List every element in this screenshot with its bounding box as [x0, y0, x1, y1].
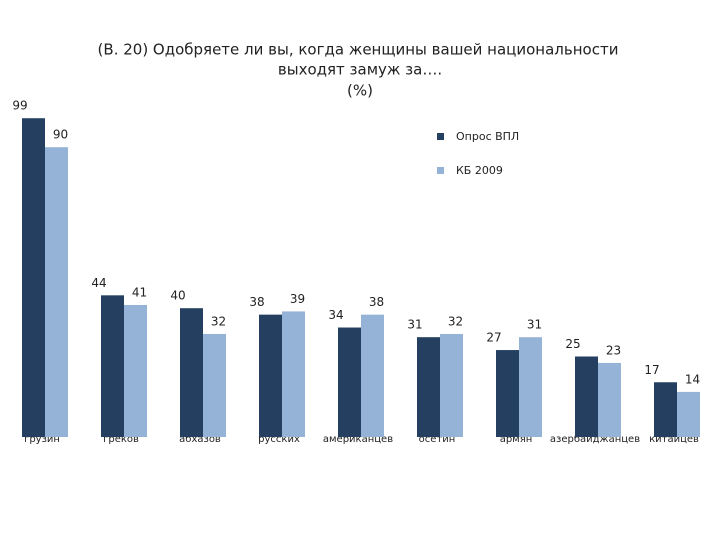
bar: [282, 311, 305, 437]
x-tick-label: азербайджанцев: [550, 434, 640, 445]
value-label: 34: [328, 308, 343, 322]
bar: [598, 362, 621, 437]
x-tick-label: русских: [258, 434, 300, 445]
value-label: 32: [448, 314, 463, 328]
bar: [124, 304, 147, 437]
bar: [417, 337, 440, 437]
value-label: 40: [170, 289, 185, 303]
bar: [519, 337, 542, 437]
value-label: 14: [685, 372, 700, 386]
bar: [575, 356, 598, 437]
bar: [496, 350, 519, 437]
value-label: 27: [486, 331, 501, 345]
legend-label: Опрос ВПЛ: [456, 130, 519, 143]
x-tick-label: китайцев: [649, 434, 699, 445]
value-label: 41: [132, 285, 147, 299]
bar: [654, 382, 677, 437]
value-label: 25: [565, 337, 580, 351]
bar: [22, 118, 45, 437]
value-label: 31: [527, 318, 542, 332]
x-tick-label: абхазов: [179, 434, 221, 445]
value-label: 39: [290, 292, 305, 306]
value-label: 90: [53, 128, 68, 142]
x-tick-label: американцев: [323, 434, 393, 445]
value-label: 38: [369, 295, 384, 309]
x-tick-label: осетин: [419, 434, 456, 445]
bar: [440, 333, 463, 437]
legend-swatch: [437, 133, 444, 140]
value-label: 17: [644, 363, 659, 377]
value-label: 38: [249, 295, 264, 309]
bar: [203, 333, 226, 437]
value-label: 31: [407, 318, 422, 332]
bar: [361, 314, 384, 437]
bar: [338, 327, 361, 437]
bar: [101, 295, 124, 437]
bar: [45, 147, 68, 437]
legend-label: КБ 2009: [456, 164, 503, 177]
chart-subtitle: (%): [347, 82, 373, 100]
value-label: 32: [211, 314, 226, 328]
value-label: 99: [12, 99, 27, 113]
bar: [259, 314, 282, 437]
value-label: 44: [91, 276, 106, 290]
x-tick-label: грузин: [24, 434, 60, 445]
x-tick-label: армян: [500, 434, 533, 445]
bar: [180, 308, 203, 437]
chart-title: выходят замуж за….: [278, 61, 442, 79]
chart-title: (В. 20) Одобряете ли вы, когда женщины в…: [98, 41, 619, 59]
legend-swatch: [437, 167, 444, 174]
value-label: 23: [606, 343, 621, 357]
bar: [677, 391, 700, 437]
x-tick-label: греков: [103, 434, 139, 445]
